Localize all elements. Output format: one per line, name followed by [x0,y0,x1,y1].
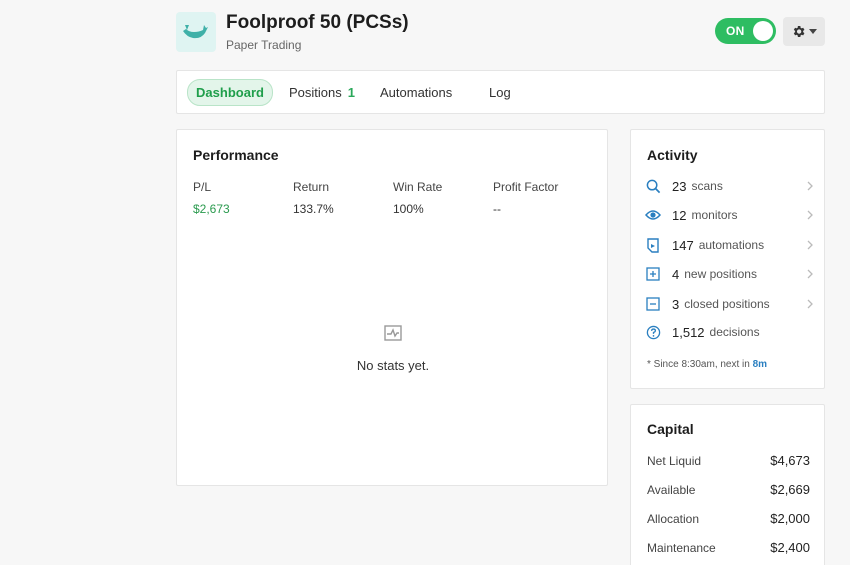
stat-label: Return [293,180,330,194]
toggle-label: ON [726,24,745,38]
performance-title: Performance [193,147,279,163]
stat-profit-factor: Profit Factor -- [493,180,593,216]
activity-label: automations [698,238,765,252]
plus-square-icon [645,266,661,282]
capital-label: Allocation [647,512,700,526]
activity-count: 3 [672,296,680,312]
activity-count: 147 [672,237,694,253]
whale-icon [183,25,208,39]
capital-value: $2,400 [770,540,810,555]
capital-card: Capital Net Liquid $4,673 Available $2,6… [630,404,825,565]
minus-square-icon [645,296,661,312]
activity-label: monitors [691,208,738,222]
activity-label: closed positions [684,297,770,311]
activity-row-monitors[interactable]: 12 monitors [645,205,815,225]
activity-label: scans [691,179,723,193]
tab-automations[interactable]: Automations [380,85,453,100]
activity-count: 1,512 [672,324,705,340]
bot-on-toggle[interactable]: ON [715,18,776,44]
tab-positions[interactable]: Positions 1 [289,79,355,106]
caret-down-icon [809,28,817,34]
capital-row-maintenance: Maintenance $2,400 [647,540,810,555]
activity-title: Activity [647,147,698,163]
chart-placeholder-icon [384,325,402,341]
note-prefix: * Since 8:30am, next in [647,359,753,370]
chevron-right-icon [807,299,813,309]
search-icon [645,178,661,194]
settings-button[interactable] [783,17,825,46]
activity-count: 23 [672,178,687,194]
tab-positions-label: Positions [289,85,342,100]
stat-win-rate: Win Rate 100% [393,180,493,216]
activity-label: decisions [709,325,760,339]
capital-value: $4,673 [770,453,810,468]
capital-label: Available [647,483,696,497]
stat-value: $2,673 [193,202,230,216]
chevron-right-icon [807,269,813,279]
stat-pl: P/L $2,673 [193,180,293,216]
stat-label: Win Rate [393,180,443,194]
bot-title: Foolproof 50 (PCSs) [226,12,409,33]
activity-row-scans[interactable]: 23 scans [645,176,815,196]
stat-value: 133.7% [293,202,334,216]
bot-subtitle: Paper Trading [226,38,302,52]
capital-value: $2,000 [770,511,810,526]
capital-row-net-liquid: Net Liquid $4,673 [647,453,810,468]
tab-dashboard[interactable]: Dashboard [187,79,273,106]
stat-label: Profit Factor [493,180,559,194]
capital-row-allocation: Allocation $2,000 [647,511,810,526]
stat-value: 100% [393,202,424,216]
activity-label: new positions [684,267,757,281]
bot-logo [176,12,216,52]
activity-row-closed-positions[interactable]: 3 closed positions [645,294,815,314]
eye-icon [645,207,661,223]
activity-schedule-note: * Since 8:30am, next in 8m [647,359,767,370]
capital-title: Capital [647,421,694,437]
automation-icon [645,237,661,253]
toggle-knob [753,21,773,41]
chevron-right-icon [807,240,813,250]
activity-card: Activity 23 scans 12 monitors 147 automa… [630,129,825,389]
question-circle-icon [645,324,661,340]
empty-stats-text: No stats yet. [356,358,430,373]
capital-value: $2,669 [770,482,810,497]
chevron-right-icon [807,210,813,220]
stat-return: Return 133.7% [293,180,393,216]
next-scan-time: 8m [752,359,768,370]
activity-row-decisions: 1,512 decisions [645,322,815,342]
positions-count-badge: 1 [347,85,355,100]
activity-count: 4 [672,266,680,282]
tab-log[interactable]: Log [489,85,511,100]
stat-value: -- [493,202,501,216]
activity-row-new-positions[interactable]: 4 new positions [645,264,815,284]
tab-bar: Dashboard Positions 1 Automations Log [176,70,825,114]
capital-label: Maintenance [647,541,716,555]
stat-label: P/L [193,180,212,194]
performance-card: Performance P/L $2,673 Return 133.7% Win… [176,129,608,486]
activity-row-automations[interactable]: 147 automations [645,235,815,255]
capital-row-available: Available $2,669 [647,482,810,497]
capital-label: Net Liquid [647,454,702,468]
activity-count: 12 [672,207,687,223]
gear-icon [793,26,805,37]
chevron-right-icon [807,181,813,191]
